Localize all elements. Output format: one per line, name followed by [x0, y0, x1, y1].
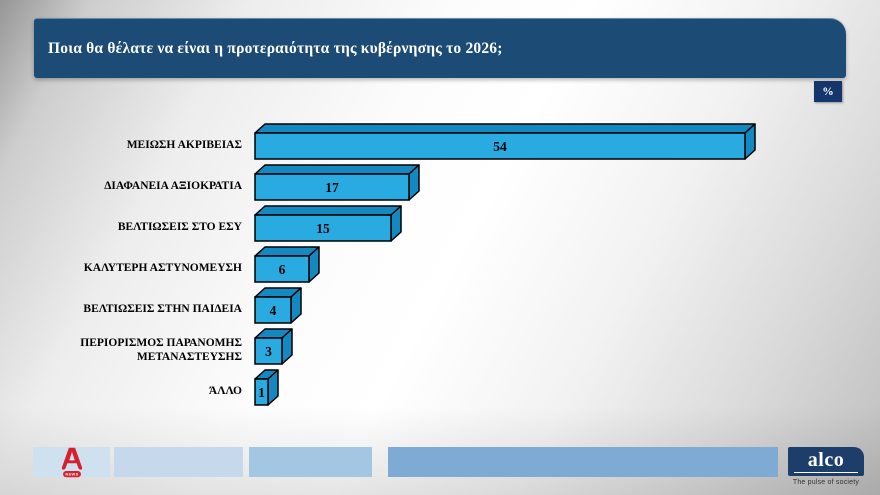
- bar-value-label: 54: [493, 139, 507, 154]
- category-label: ΚΑΛΥΤΕΡΗ ΑΣΤΥΝΟΜΕΥΣΗ: [83, 262, 242, 275]
- alco-logo-text: alco: [807, 449, 845, 471]
- alpha-news-badge-text: NEWS: [65, 471, 78, 476]
- percent-unit-badge: %: [814, 81, 842, 102]
- category-label: ΔΙΑΦΑΝΕΙΑ ΑΞΙΟΚΡΑΤΙΑ: [104, 180, 242, 193]
- footer-block-2: [114, 447, 243, 477]
- bar-value-label: 6: [279, 262, 286, 277]
- footer-block-alpha: NEWS: [33, 447, 110, 477]
- alco-tagline: The pulse of society: [792, 479, 860, 486]
- bar: 4: [254, 287, 302, 324]
- bar-value-label: 4: [270, 303, 277, 318]
- alpha-news-logo: NEWS: [61, 447, 82, 477]
- question-title: Ποια θα θέλατε να είναι η προτεραιότητα …: [48, 39, 503, 57]
- footer-block-4: [388, 447, 778, 477]
- category-label: ΆΛΛΟ: [208, 385, 242, 398]
- category-label: ΠΕΡΙΟΡΙΣΜΟΣ ΠΑΡΑΝΟΜΗΣ ΜΕΤΑΝΑΣΤΕΥΣΗΣ: [80, 337, 242, 363]
- bar: 17: [254, 164, 420, 201]
- question-header: Ποια θα θέλατε να είναι η προτεραιότητα …: [34, 18, 846, 78]
- category-label: ΒΕΛΤΙΩΣΕΙΣ ΣΤΟ ΕΣΥ: [117, 221, 242, 234]
- footer-block-3: [249, 447, 372, 477]
- alco-logo-underline: [794, 471, 858, 473]
- bar: 54: [254, 123, 756, 160]
- bar-value-label: 1: [258, 385, 265, 400]
- bar: 3: [254, 328, 293, 365]
- category-label: ΒΕΛΤΙΩΣΕΙΣ ΣΤΗΝ ΠΑΙΔΕΙΑ: [83, 303, 242, 316]
- bar-value-label: 15: [316, 221, 330, 236]
- bar-value-label: 3: [265, 344, 272, 359]
- bar: 15: [254, 205, 402, 242]
- alco-logo: alco: [788, 447, 864, 476]
- category-label: ΜΕΙΩΣΗ ΑΚΡΙΒΕΙΑΣ: [126, 139, 242, 152]
- bar-value-label: 17: [325, 180, 339, 195]
- bar-chart: ΜΕΙΩΣΗ ΑΚΡΙΒΕΙΑΣ 54 ΔΙΑΦΑΝΕΙΑ ΑΞΙΟΚΡΑΤΙΑ 17…: [80, 123, 756, 406]
- bar: 1: [254, 369, 279, 406]
- bar: 6: [254, 246, 320, 283]
